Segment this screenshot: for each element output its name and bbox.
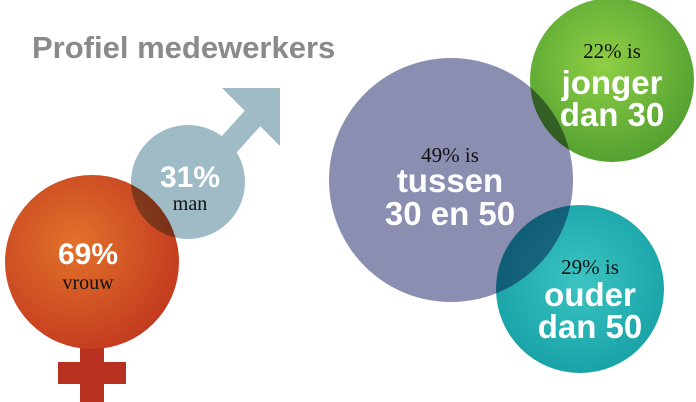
percent: 22% is [583, 39, 641, 63]
label: man [173, 193, 207, 215]
label: vrouw [62, 272, 114, 294]
label: dan 50 [538, 308, 643, 345]
female-symbol [5, 175, 179, 402]
percent: 69% [58, 238, 118, 271]
male-symbol [131, 88, 280, 239]
age-circle [496, 205, 664, 373]
age-circle [530, 0, 694, 162]
label: jonger [561, 64, 663, 101]
percent: 49% is [421, 143, 479, 167]
percent: 29% is [561, 255, 619, 279]
label: 30 en 50 [385, 195, 515, 232]
label: ouder [544, 276, 636, 313]
label: dan 30 [560, 96, 665, 133]
label: tussen [397, 162, 503, 199]
percent: 31% [160, 161, 220, 194]
title: Profiel medewerkers [32, 30, 335, 65]
